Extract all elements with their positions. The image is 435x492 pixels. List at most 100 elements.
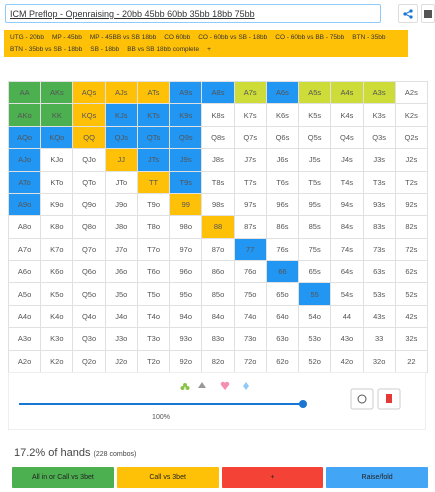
hand-cell[interactable]: 54s: [331, 283, 363, 305]
hand-cell[interactable]: 52o: [299, 350, 331, 372]
hand-cell[interactable]: 85s: [299, 216, 331, 238]
hand-cell[interactable]: Q6s: [266, 126, 299, 149]
hand-cell[interactable]: K2s: [395, 104, 427, 126]
hand-cell[interactable]: T6o: [137, 261, 170, 283]
hand-cell[interactable]: 97o: [170, 238, 202, 261]
hand-cell[interactable]: J7s: [234, 149, 266, 171]
hand-cell[interactable]: KQs: [73, 104, 105, 126]
hand-cell[interactable]: 82s: [395, 216, 427, 238]
hand-cell[interactable]: AQo: [9, 126, 41, 149]
hand-cell[interactable]: A9s: [170, 82, 202, 104]
hand-cell[interactable]: 64s: [331, 261, 363, 283]
hand-cell[interactable]: Q5s: [299, 126, 331, 149]
hand-cell[interactable]: 97s: [234, 193, 266, 216]
hand-cell[interactable]: 96o: [170, 261, 202, 283]
hand-cell[interactable]: KK: [41, 104, 73, 126]
hand-cell[interactable]: 32o: [363, 350, 395, 372]
hand-cell[interactable]: A3o: [9, 328, 41, 350]
hand-cell[interactable]: A5o: [9, 283, 41, 305]
hand-cell[interactable]: 83s: [363, 216, 395, 238]
hand-cell[interactable]: T7s: [234, 171, 266, 193]
hand-cell[interactable]: K6o: [41, 261, 73, 283]
hand-cell[interactable]: 87o: [202, 238, 234, 261]
hand-cell[interactable]: 73s: [363, 238, 395, 261]
hand-cell[interactable]: J6o: [105, 261, 137, 283]
hand-cell[interactable]: 84s: [331, 216, 363, 238]
hand-cell[interactable]: QTo: [73, 171, 105, 193]
hand-cell[interactable]: 95s: [299, 193, 331, 216]
hand-cell[interactable]: A8o: [9, 216, 41, 238]
hand-cell[interactable]: 43s: [363, 305, 395, 328]
hand-cell[interactable]: T3s: [363, 171, 395, 193]
hand-cell[interactable]: KQo: [41, 126, 73, 149]
hand-cell[interactable]: Q8o: [73, 216, 105, 238]
hand-cell[interactable]: A5s: [299, 82, 331, 104]
hand-cell[interactable]: 92o: [170, 350, 202, 372]
hand-cell[interactable]: K8s: [202, 104, 234, 126]
hand-cell[interactable]: AQs: [73, 82, 105, 104]
hand-cell[interactable]: KJs: [105, 104, 137, 126]
action-button[interactable]: Raise/fold: [326, 467, 428, 488]
hand-cell[interactable]: 94o: [170, 305, 202, 328]
tab[interactable]: CO - 60bb vs SB - 18bb: [198, 34, 268, 41]
hand-cell[interactable]: T9o: [137, 193, 170, 216]
hand-cell[interactable]: Q7o: [73, 238, 105, 261]
tab[interactable]: +: [207, 46, 211, 53]
hand-cell[interactable]: A2s: [395, 82, 427, 104]
hand-cell[interactable]: 82o: [202, 350, 234, 372]
hand-cell[interactable]: QJs: [105, 126, 137, 149]
hand-cell[interactable]: 53o: [299, 328, 331, 350]
hand-cell[interactable]: ATs: [137, 82, 170, 104]
hand-cell[interactable]: A6s: [266, 82, 299, 104]
hand-cell[interactable]: J5o: [105, 283, 137, 305]
hand-cell[interactable]: 44: [331, 305, 363, 328]
hand-cell[interactable]: J9s: [170, 149, 202, 171]
hand-cell[interactable]: J4s: [331, 149, 363, 171]
hand-cell[interactable]: 74s: [331, 238, 363, 261]
hand-cell[interactable]: 83o: [202, 328, 234, 350]
hand-cell[interactable]: Q2s: [395, 126, 427, 149]
hand-cell[interactable]: A2o: [9, 350, 41, 372]
hand-cell[interactable]: T6s: [266, 171, 299, 193]
hand-cell[interactable]: QTs: [137, 126, 170, 149]
hand-cell[interactable]: T4s: [331, 171, 363, 193]
hand-cell[interactable]: QQ: [73, 126, 105, 149]
tab[interactable]: MP - 45bb: [51, 34, 82, 41]
hand-cell[interactable]: 76s: [266, 238, 299, 261]
hand-cell[interactable]: 99: [170, 193, 202, 216]
hand-cell[interactable]: AA: [9, 82, 41, 104]
hand-cell[interactable]: 54o: [299, 305, 331, 328]
hand-cell[interactable]: 75o: [234, 283, 266, 305]
hand-cell[interactable]: Q3s: [363, 126, 395, 149]
title-input[interactable]: ICM Preflop - Openraising - 20bb 45bb 60…: [5, 4, 381, 23]
hand-cell[interactable]: 22: [395, 350, 427, 372]
hand-cell[interactable]: 66: [266, 261, 299, 283]
hand-cell[interactable]: KJo: [41, 149, 73, 171]
hand-cell[interactable]: 42s: [395, 305, 427, 328]
hand-cell[interactable]: T9s: [170, 171, 202, 193]
tab[interactable]: BTN - 35bb: [352, 34, 386, 41]
hand-cell[interactable]: Q4o: [73, 305, 105, 328]
hand-cell[interactable]: K7s: [234, 104, 266, 126]
hand-cell[interactable]: 73o: [234, 328, 266, 350]
hand-cell[interactable]: 42o: [331, 350, 363, 372]
hand-cell[interactable]: AKs: [41, 82, 73, 104]
hand-cell[interactable]: 96s: [266, 193, 299, 216]
hand-cell[interactable]: J4o: [105, 305, 137, 328]
hand-cell[interactable]: TT: [137, 171, 170, 193]
hand-cell[interactable]: 95o: [170, 283, 202, 305]
hand-cell[interactable]: 55: [299, 283, 331, 305]
hand-cell[interactable]: 64o: [266, 305, 299, 328]
hand-cell[interactable]: 88: [202, 216, 234, 238]
hand-cell[interactable]: J7o: [105, 238, 137, 261]
hand-cell[interactable]: T5o: [137, 283, 170, 305]
hand-cell[interactable]: K5o: [41, 283, 73, 305]
hand-cell[interactable]: 53s: [363, 283, 395, 305]
hand-cell[interactable]: 87s: [234, 216, 266, 238]
hand-cell[interactable]: J8s: [202, 149, 234, 171]
hand-cell[interactable]: A3s: [363, 82, 395, 104]
hand-cell[interactable]: 74o: [234, 305, 266, 328]
hand-cell[interactable]: AJs: [105, 82, 137, 104]
hand-cell[interactable]: JTs: [137, 149, 170, 171]
hand-cell[interactable]: 65s: [299, 261, 331, 283]
